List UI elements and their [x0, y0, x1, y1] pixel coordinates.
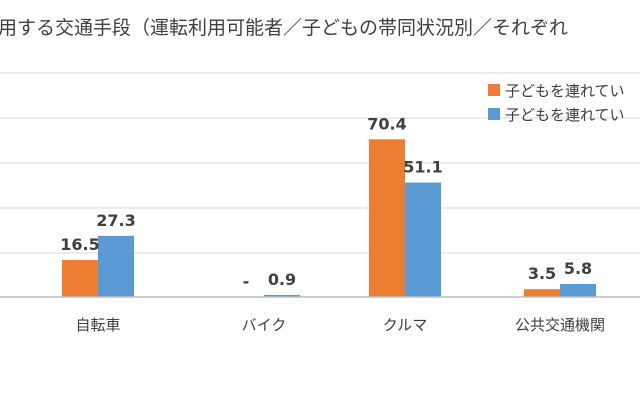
bar-クルマ-series-2	[405, 182, 441, 297]
bar-公共交通機関-series-2	[560, 284, 596, 297]
legend-label-series-1: 子どもを連れてい	[505, 82, 625, 100]
data-label-公共交通機関-series-2: 5.8	[564, 259, 592, 278]
data-labels-group: 16.5 27.3 - 0.9 70.4 51.1 3.5 5.8	[60, 114, 592, 291]
chart-title: 用する交通手段（運転利用可能者／子どもの帯同状況別／それぞれ	[0, 17, 568, 39]
data-label-クルマ-series-1: 70.4	[367, 114, 406, 133]
bar-自転車-series-2	[98, 235, 134, 297]
category-labels-group: 自転車 バイク クルマ 公共交通機関	[75, 316, 605, 334]
legend-label-series-2: 子どもを連れてい	[505, 106, 625, 124]
legend-swatch-series-2	[488, 108, 500, 120]
data-label-公共交通機関-series-1: 3.5	[528, 264, 556, 283]
data-label-自転車-series-1: 16.5	[60, 235, 99, 254]
legend-swatch-series-1	[488, 84, 500, 96]
category-label: バイク	[242, 316, 287, 334]
bar-バイク-series-2	[264, 294, 300, 297]
category-label: 公共交通機関	[515, 316, 605, 334]
bar-自転車-series-1	[62, 260, 98, 297]
data-label-クルマ-series-2: 51.1	[403, 158, 442, 177]
data-label-自転車-series-2: 27.3	[96, 211, 135, 230]
bars-group	[62, 139, 596, 297]
bar-公共交通機関-series-1	[524, 289, 560, 297]
category-label: 自転車	[75, 316, 120, 334]
data-label-バイク-series-2: 0.9	[268, 270, 296, 289]
bar-クルマ-series-1	[369, 139, 405, 297]
legend: 子どもを連れてい 子どもを連れてい	[488, 82, 625, 124]
category-label: クルマ	[383, 316, 428, 334]
data-label-バイク-series-1: -	[243, 272, 250, 291]
